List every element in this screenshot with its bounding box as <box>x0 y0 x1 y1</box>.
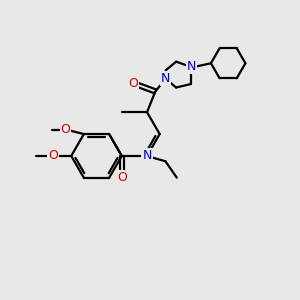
Text: O: O <box>48 149 58 162</box>
Text: O: O <box>61 122 70 136</box>
Text: N: N <box>161 72 170 86</box>
Text: N: N <box>142 149 152 162</box>
Text: N: N <box>187 60 196 73</box>
Text: O: O <box>117 171 127 184</box>
Text: O: O <box>128 76 138 90</box>
